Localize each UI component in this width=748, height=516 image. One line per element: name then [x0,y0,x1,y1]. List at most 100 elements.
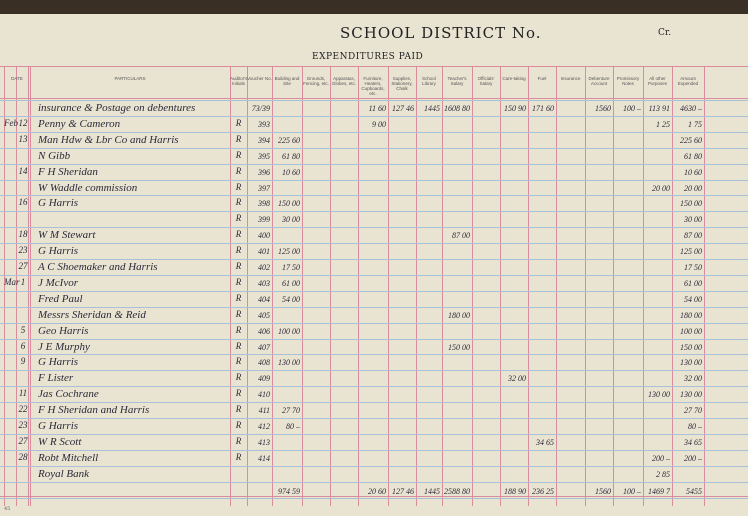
auditor-initial: R [235,372,242,383]
amount: 34 65 [536,437,554,447]
amount: 30 00 [684,215,702,225]
date: 9 [20,356,26,367]
amount: 10 60 [684,167,702,177]
amount: 409 [258,374,270,384]
amount: 974 59 [278,486,300,496]
amount: 150 00 [680,342,702,352]
amount: 413 [258,437,270,447]
amount: 87 00 [684,231,702,241]
column-header: All other Purposes [647,76,667,86]
date: 14 [18,165,28,176]
column-rule [30,66,31,506]
date: 27 [18,261,28,271]
column-rule [643,66,644,506]
column-rule [500,66,501,506]
amount: 1560 [595,486,611,496]
column-rule [330,66,331,506]
amount: 396 [258,167,270,177]
column-header: Voucher No. [247,76,272,81]
particulars: Jas Cochrane [38,388,99,401]
ruled-line [0,163,748,165]
amount: 34 65 [684,437,702,447]
ruled-line [0,433,748,435]
amount: 414 [258,453,270,463]
particulars: Geo Harris [38,324,89,337]
auditor-initial: R [235,261,242,271]
amount: 150 00 [278,199,300,209]
auditor-initial: R [235,276,242,287]
column-header: DATE [11,76,23,81]
amount: 100 – [623,486,641,496]
column-rule [556,66,557,506]
ruled-line [0,306,748,308]
column-header: PARTICULARS [114,76,146,81]
ruled-line [0,100,748,101]
column-rule [442,66,443,506]
column-header: Furniture, Heaters, Cupboards, etc. [361,76,385,96]
column-header: Grounds, Fencing, etc. [303,76,329,86]
particulars: Royal Bank [38,467,90,480]
particulars: G Harris [38,420,79,432]
particulars: N Gibb [38,149,71,162]
auditor-initial: R [235,181,242,192]
auditor-initial: R [235,165,242,176]
amount: 4630 – [680,104,702,113]
amount: 27 70 [684,406,702,416]
auditor-initial: R [235,388,242,399]
amount: 17 50 [282,263,300,272]
amount: 127 46 [392,486,414,496]
auditor-initial: R [235,324,242,335]
amount: 404 [258,294,270,304]
column-rule [302,66,303,506]
amount: 200 – [684,453,702,463]
amount: 1560 [595,104,611,113]
amount: 17 50 [684,263,702,272]
date: Mar [4,276,20,287]
amount: 1 75 [688,119,702,129]
amount: 2 85 [656,469,670,479]
amount: 54 00 [684,294,702,304]
amount: 406 [258,326,270,336]
column-header: Supplies, Stationery, Chalk [391,76,413,91]
column-rule [247,66,248,506]
amount: 80 – [688,422,702,431]
amount: 61 00 [282,278,300,288]
auditor-initial: R [235,133,242,144]
particulars: Fred Paul [38,292,83,305]
column-rule [4,66,5,506]
header-rule [0,66,748,67]
amount: 180 00 [448,310,470,320]
amount: 171 60 [532,104,554,113]
ruled-line [0,179,748,181]
column-rule [672,66,673,506]
amount: 27 70 [282,406,300,416]
amount: 130 00 [680,358,702,368]
auditor-initial: R [235,245,242,256]
amount: 61 80 [684,151,702,161]
column-rule [704,66,705,506]
amount: 408 [258,358,270,368]
date: 1 [20,276,26,287]
amount: 1445 [424,486,440,496]
particulars: W Waddle commission [38,181,138,194]
amount: 200 – [652,453,670,463]
amount: 5455 [686,486,702,496]
particulars: Penny & Cameron [38,117,121,130]
column-header: Apparatus, Globes, etc. [331,76,356,86]
date: 22 [18,404,28,415]
particulars: F Lister [38,372,74,385]
amount: 2588 80 [444,486,470,496]
amount: 410 [258,390,270,400]
amount: 407 [258,342,270,352]
ruled-line [0,402,748,404]
date: 5 [20,324,26,335]
date: 28 [18,451,28,462]
amount: 20 60 [368,486,386,496]
amount: 393 [258,119,270,129]
amount: 1 25 [656,119,670,129]
amount: 11 60 [368,104,386,113]
particulars: Man Hdw & Lbr Co and Harris [38,133,179,146]
amount: 180 00 [680,310,702,320]
ruled-line [0,497,748,499]
